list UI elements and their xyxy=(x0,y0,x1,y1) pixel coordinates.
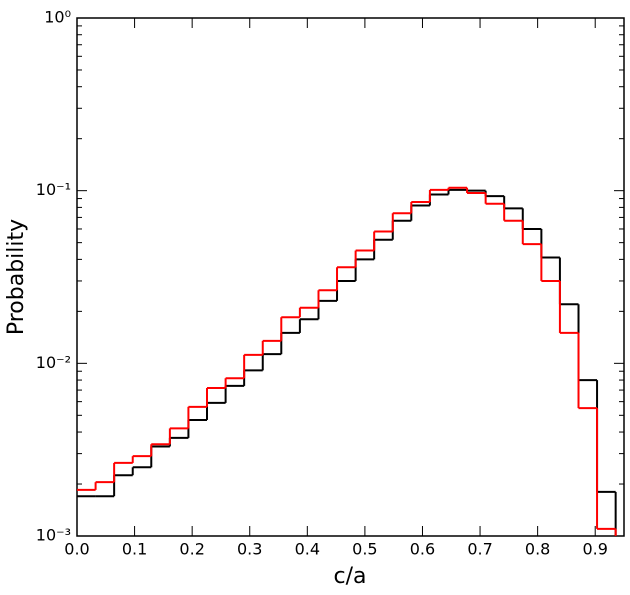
x-tick-label: 0.6 xyxy=(410,540,435,559)
y-tick-label: 10⁻¹ xyxy=(36,180,71,199)
x-tick-label: 0.9 xyxy=(582,540,607,559)
x-tick-label: 0.7 xyxy=(467,540,492,559)
x-axis-label: c/a xyxy=(334,564,367,589)
x-tick-label: 0.3 xyxy=(237,540,262,559)
x-tick-label: 0.0 xyxy=(64,540,89,559)
y-tick-label: 10⁰ xyxy=(44,8,71,27)
y-tick-label: 10⁻² xyxy=(36,353,71,372)
x-tick-label: 0.8 xyxy=(525,540,550,559)
plot-frame xyxy=(76,17,625,537)
y-axis-label: Probability xyxy=(4,219,29,335)
x-tick-label: 0.1 xyxy=(122,540,147,559)
x-tick-label: 0.5 xyxy=(352,540,377,559)
x-tick-label: 0.2 xyxy=(179,540,204,559)
x-tick-label: 0.4 xyxy=(295,540,320,559)
y-tick-label: 10⁻³ xyxy=(36,526,71,545)
